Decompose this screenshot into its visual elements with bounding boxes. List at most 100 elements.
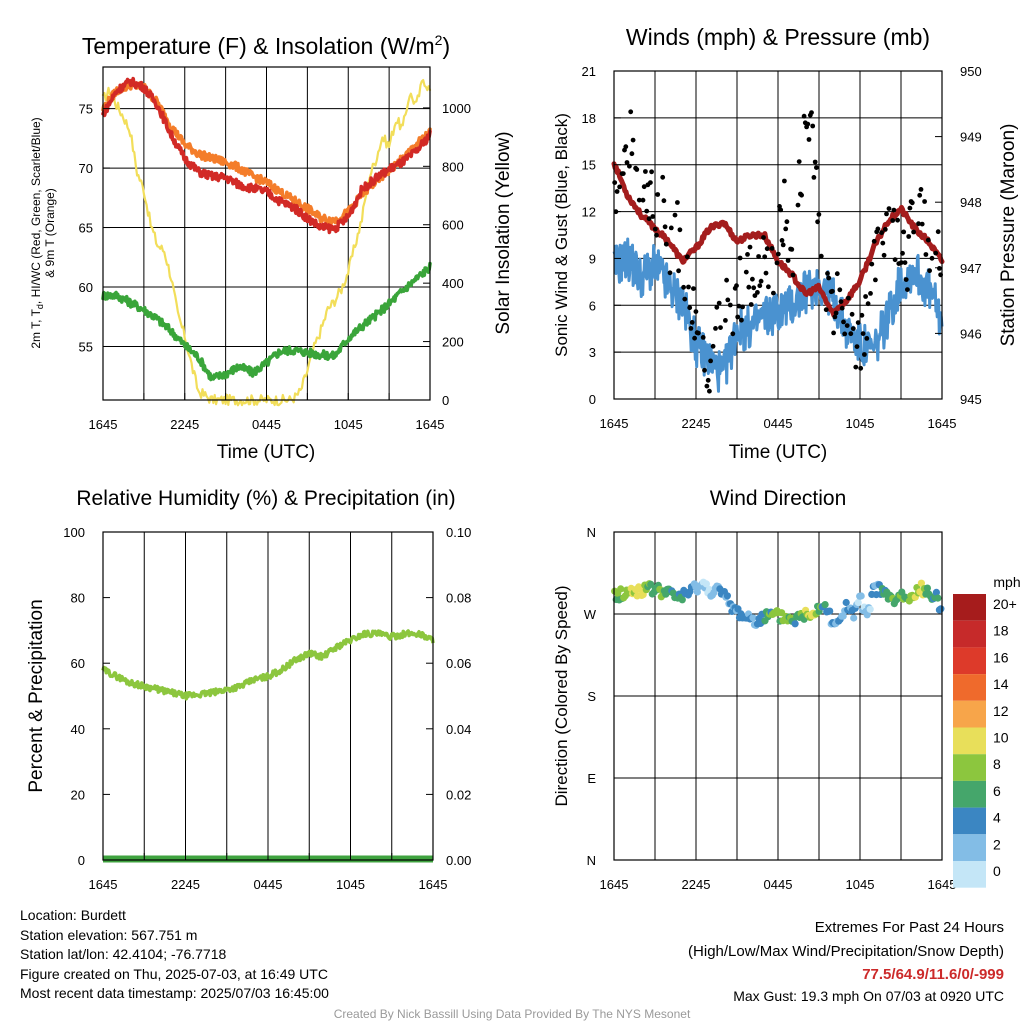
gust-point [648,180,653,186]
station-elevation: Station elevation: 567.751 m [20,926,198,943]
x-tick-label: 1645 [600,877,629,892]
gust-point [855,320,861,325]
y-tick-label-left: 55 [79,339,93,354]
solar-y-axis-label-right: Solar Insolation (Yellow) [493,131,514,334]
y-tick-label-right: 0.10 [446,525,471,540]
humidity-line [101,629,435,701]
gust-point [826,275,832,281]
legend-swatch [953,834,986,861]
gust-point [907,205,913,211]
direction-point [826,607,834,615]
y-tick-label-left: 12 [582,205,596,220]
gust-point [676,268,681,274]
direction-point [932,588,941,597]
y-tick-label-left: 0 [78,853,85,868]
gust-point [799,192,804,198]
y-tick-label-right: 945 [960,392,982,407]
humidity-y-axis-label-left: Percent & Precipitation [26,599,47,792]
gust-point [806,137,812,142]
y-tick-label-left: 75 [79,102,93,117]
legend-label: 18 [993,623,1009,639]
direction-point [937,605,945,613]
speed-legend-title: mph [993,574,1020,590]
x-tick-label: 0445 [254,877,283,892]
gust-point [769,246,775,251]
station-latlon: Station lat/lon: 42.4104; -76.7718 [20,946,227,962]
x-tick-label: 1045 [846,416,875,431]
gust-point [825,271,830,276]
direction-point [850,614,858,622]
temperature-axis-ticks: 1645 2245 0445 1045 1645 55 60 65 70 75 0 200 400 600… [79,101,471,432]
gust-point [691,286,696,291]
x-tick-label: 0445 [764,877,793,892]
gust-point [751,285,757,291]
gust-point [739,317,744,323]
gust-point [864,336,870,341]
temperature-y-axis-label-left-line2: & 9m T (Orange) [43,188,57,278]
x-tick-label: 1645 [928,416,957,431]
wind-direction-y-axis-label: Direction (Colored By Speed) [552,585,571,806]
gust-point [922,199,927,204]
gust-point [735,314,741,320]
gust-point [743,269,749,275]
gust-point [844,323,850,328]
y-tick-label-right: 400 [442,276,464,291]
gust-point [881,252,887,258]
gust-point [762,254,768,260]
gust-point [809,110,814,115]
gust-point [710,343,716,349]
gust-point [900,250,905,256]
extremes-box: Extremes For Past 24 Hours (High/Low/Max… [688,916,1004,1006]
gust-point [661,198,667,204]
gust-point [718,325,723,330]
y-tick-label-left: 0 [589,392,596,407]
direction-point [866,605,874,613]
temperature-y-axis-label-left: 2m T, Td, HI/WC (Red, Green, Scarlet/Blu… [29,117,45,348]
x-tick-label: 1045 [846,877,875,892]
gust-point [837,287,843,293]
gust-point [849,311,855,317]
gust-point [692,335,697,341]
gust-point [831,330,836,336]
direction-point [923,584,932,592]
gust-point [785,258,791,263]
gust-point [850,326,856,331]
legend-swatch [953,674,986,701]
max-gust: Max Gust: 19.3 mph On 07/03 at 0920 UTC [733,987,1004,1004]
gust-point [627,163,632,169]
gust-point [748,302,754,307]
gust-point [811,175,817,180]
gust-point [623,144,629,150]
extremes-title: Extremes For Past 24 Hours [814,919,1004,936]
direction-point [791,620,799,628]
y-tick-label-right: 600 [442,218,464,233]
station-info: Location: Burdett Station elevation: 567… [20,906,329,1004]
gust-point [771,290,776,296]
y-tick-label-right: 948 [960,195,982,210]
gust-point [834,271,840,277]
legend-swatch [953,807,986,835]
gust-point [917,192,923,198]
temperature-gridlines [103,67,430,400]
gust-point [643,169,648,174]
gust-point [832,314,838,320]
gust-point [816,212,822,217]
direction-point [917,579,926,587]
gust-point [646,216,652,222]
gust-point [805,121,811,127]
gust-point [779,238,785,243]
direction-point [617,585,625,593]
x-tick-label: 2245 [171,877,200,892]
gust-point [830,288,835,294]
gust-point [687,305,693,311]
y-tick-label-right: 0.02 [446,787,471,802]
gust-point [746,284,752,290]
direction-point [647,580,655,589]
gust-point [660,174,666,180]
x-tick-label: 0445 [252,417,281,432]
y-tick-label-right: 200 [442,335,464,350]
gust-point [841,319,846,325]
gust-point [790,272,796,278]
gust-point [853,364,859,370]
extremes-values: 77.5/64.9/11.6/0/-999 [862,966,1004,983]
